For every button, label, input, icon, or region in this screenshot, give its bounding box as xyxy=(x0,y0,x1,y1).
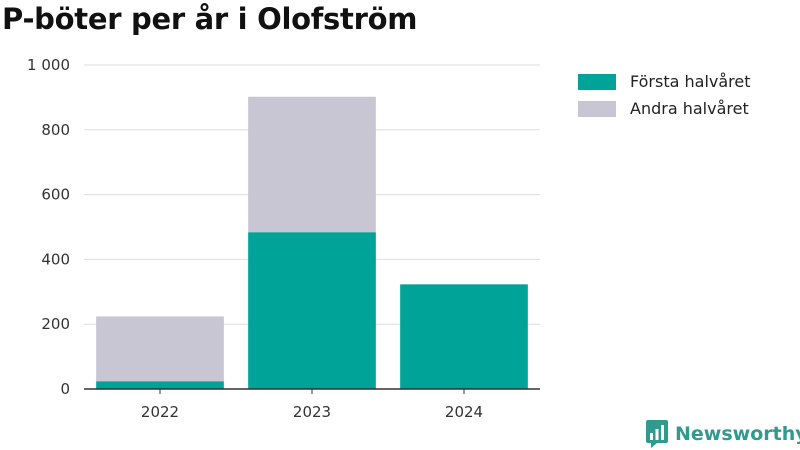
y-tick-label: 800 xyxy=(41,121,70,139)
legend-label-second-half: Andra halvåret xyxy=(630,99,749,118)
newsworthy-logo-text: Newsworthy xyxy=(675,423,800,445)
y-tick-label: 600 xyxy=(41,186,70,204)
x-tick-label: 2023 xyxy=(293,403,331,421)
y-tick-label: 0 xyxy=(60,380,70,398)
y-tick-label: 400 xyxy=(41,250,70,268)
legend-label-first-half: Första halvåret xyxy=(630,72,751,91)
y-tick-label: 200 xyxy=(41,315,70,333)
x-tick-label: 2024 xyxy=(445,403,483,421)
legend-item-second-half: Andra halvåret xyxy=(578,95,751,122)
newsworthy-logo-icon xyxy=(646,420,668,448)
y-tick-label: 1 000 xyxy=(27,56,70,74)
legend-item-first-half: Första halvåret xyxy=(578,68,751,95)
bar-2024-series-0 xyxy=(400,284,528,389)
legend-swatch-second-half xyxy=(578,100,616,117)
bars xyxy=(96,96,528,389)
x-tick-label: 2022 xyxy=(141,403,179,421)
y-axis-ticks: 0 200 400 600 800 1 000 xyxy=(27,56,70,398)
newsworthy-logo[interactable]: Newsworthy xyxy=(645,419,800,449)
bar-2023-series-0 xyxy=(248,232,376,389)
bar-2022-series-0 xyxy=(96,381,224,389)
x-axis-ticks: 2022 2023 2024 xyxy=(141,389,483,421)
legend: Första halvåret Andra halvåret xyxy=(578,68,751,122)
legend-swatch-first-half xyxy=(578,73,616,90)
bar-2022-series-1 xyxy=(96,316,224,382)
bar-2023-series-1 xyxy=(248,96,376,233)
chart-title: P-böter per år i Olofström xyxy=(2,2,418,36)
